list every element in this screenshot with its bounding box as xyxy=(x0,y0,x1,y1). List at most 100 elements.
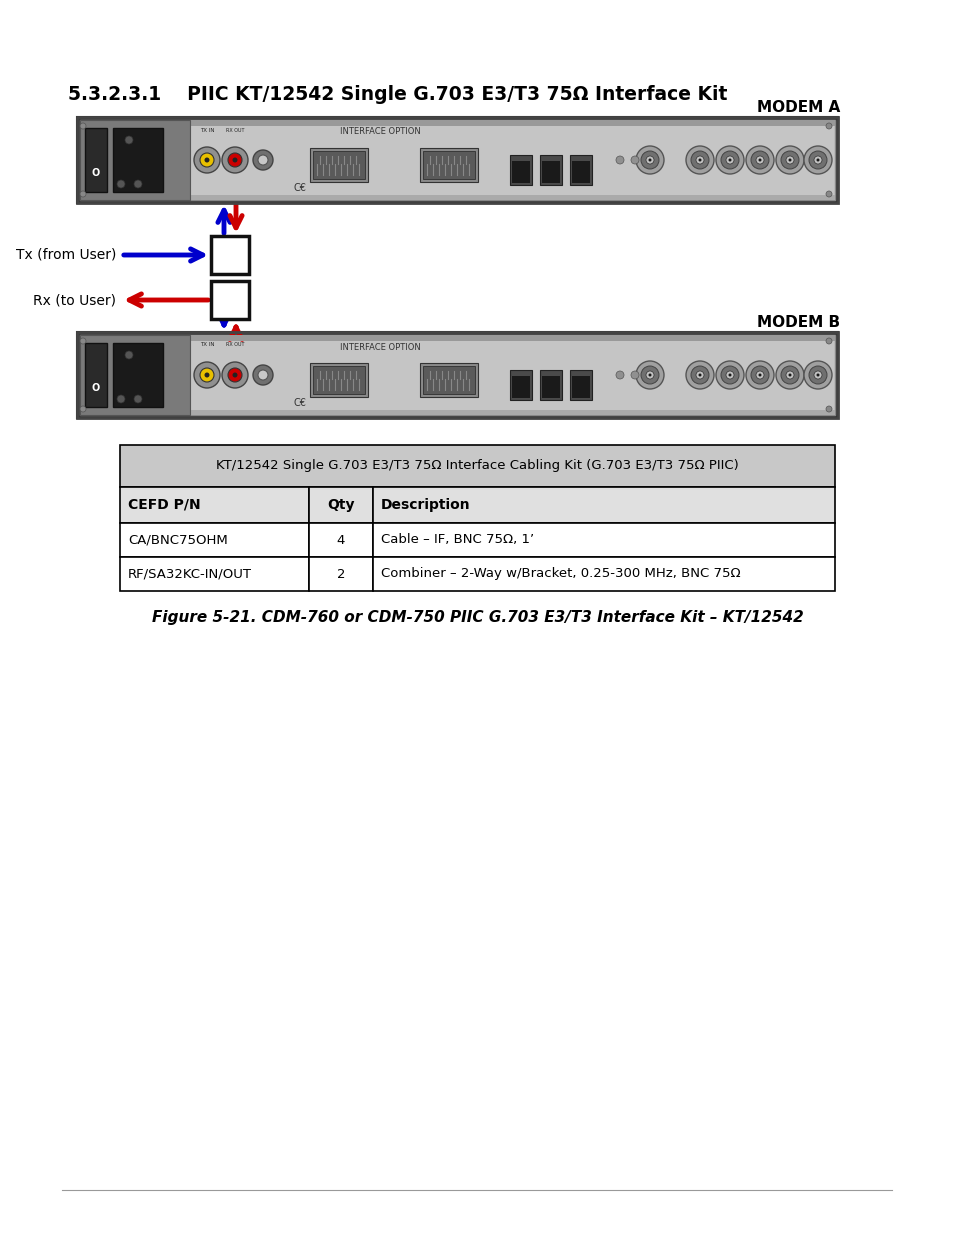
Bar xyxy=(541,375,559,398)
Circle shape xyxy=(720,151,739,169)
Circle shape xyxy=(117,395,125,403)
Circle shape xyxy=(690,366,708,384)
Bar xyxy=(539,156,561,185)
Bar xyxy=(80,120,834,126)
Circle shape xyxy=(253,149,273,170)
Circle shape xyxy=(636,361,663,389)
Circle shape xyxy=(690,151,708,169)
Text: RX OUT: RX OUT xyxy=(226,127,244,132)
Text: RX OUT: RX OUT xyxy=(226,342,244,347)
Text: 5.3.2.3.1    PIIC KT/12542 Single G.703 E3/T3 75Ω Interface Kit: 5.3.2.3.1 PIIC KT/12542 Single G.703 E3/… xyxy=(68,85,726,104)
Circle shape xyxy=(685,361,713,389)
Bar xyxy=(77,332,837,417)
Bar xyxy=(422,151,475,179)
Bar xyxy=(373,557,834,592)
Circle shape xyxy=(825,124,831,128)
Text: Tx (from User): Tx (from User) xyxy=(15,248,116,262)
Text: O: O xyxy=(91,383,100,393)
Circle shape xyxy=(720,366,739,384)
Circle shape xyxy=(117,180,125,188)
Circle shape xyxy=(816,373,819,377)
Text: Qty: Qty xyxy=(327,498,355,513)
Bar xyxy=(80,195,834,200)
Text: O: O xyxy=(91,168,100,178)
Circle shape xyxy=(808,366,826,384)
Text: 2: 2 xyxy=(336,568,345,580)
Circle shape xyxy=(698,158,700,162)
Text: 4: 4 xyxy=(336,534,345,547)
Bar xyxy=(510,156,532,185)
Circle shape xyxy=(222,147,248,173)
Bar xyxy=(419,148,477,182)
Bar xyxy=(310,148,368,182)
Circle shape xyxy=(728,373,731,377)
Text: KT/12542 Single G.703 E3/T3 75Ω Interface Cabling Kit (G.703 E3/T3 75Ω PIIC): KT/12542 Single G.703 E3/T3 75Ω Interfac… xyxy=(216,459,739,473)
Circle shape xyxy=(755,156,763,164)
Bar xyxy=(539,370,561,400)
Circle shape xyxy=(785,370,793,379)
Bar xyxy=(85,343,107,408)
Circle shape xyxy=(716,361,743,389)
Bar xyxy=(512,375,530,398)
Circle shape xyxy=(803,361,831,389)
Circle shape xyxy=(645,156,654,164)
Circle shape xyxy=(193,362,220,388)
Circle shape xyxy=(813,156,821,164)
Bar xyxy=(211,282,249,319)
Circle shape xyxy=(696,156,703,164)
Circle shape xyxy=(204,158,210,163)
Bar xyxy=(120,522,309,557)
Circle shape xyxy=(257,370,268,380)
Circle shape xyxy=(640,151,659,169)
Bar xyxy=(80,410,834,415)
Text: CEFD P/N: CEFD P/N xyxy=(128,498,200,513)
Text: MODEM B: MODEM B xyxy=(756,315,840,330)
Circle shape xyxy=(825,406,831,412)
Text: C€: C€ xyxy=(294,183,306,193)
Circle shape xyxy=(257,156,268,165)
Circle shape xyxy=(750,366,768,384)
Circle shape xyxy=(716,146,743,174)
Text: TX IN: TX IN xyxy=(199,127,214,132)
Bar xyxy=(211,236,249,274)
Circle shape xyxy=(204,373,210,378)
Bar xyxy=(512,161,530,183)
Bar xyxy=(569,156,592,185)
Circle shape xyxy=(80,191,86,198)
Text: INTERFACE OPTION: INTERFACE OPTION xyxy=(339,342,420,352)
Circle shape xyxy=(781,366,799,384)
Circle shape xyxy=(785,156,793,164)
Bar xyxy=(422,366,475,394)
Circle shape xyxy=(233,158,237,163)
Circle shape xyxy=(825,191,831,198)
Circle shape xyxy=(636,146,663,174)
Circle shape xyxy=(80,406,86,412)
Circle shape xyxy=(725,156,733,164)
Circle shape xyxy=(640,366,659,384)
Circle shape xyxy=(630,156,639,164)
Bar xyxy=(541,161,559,183)
Text: Figure 5-21. CDM-760 or CDM-750 PIIC G.703 E3/T3 Interface Kit – KT/12542: Figure 5-21. CDM-760 or CDM-750 PIIC G.7… xyxy=(152,610,802,625)
Circle shape xyxy=(80,338,86,345)
Circle shape xyxy=(775,146,803,174)
Circle shape xyxy=(630,370,639,379)
Circle shape xyxy=(750,151,768,169)
Circle shape xyxy=(685,146,713,174)
Bar xyxy=(80,120,190,200)
Circle shape xyxy=(781,151,799,169)
Text: MODEM A: MODEM A xyxy=(756,100,840,115)
Circle shape xyxy=(696,370,703,379)
Text: CA/BNC75OHM: CA/BNC75OHM xyxy=(128,534,228,547)
Text: Cable – IF, BNC 75Ω, 1’: Cable – IF, BNC 75Ω, 1’ xyxy=(380,534,534,547)
Circle shape xyxy=(725,370,733,379)
Bar xyxy=(112,343,163,408)
Circle shape xyxy=(825,338,831,345)
Bar xyxy=(310,363,368,396)
Bar xyxy=(572,161,589,183)
Bar xyxy=(373,522,834,557)
Circle shape xyxy=(758,373,760,377)
Circle shape xyxy=(200,368,213,382)
Bar xyxy=(80,335,834,341)
Text: TX IN: TX IN xyxy=(199,342,214,347)
Circle shape xyxy=(698,373,700,377)
